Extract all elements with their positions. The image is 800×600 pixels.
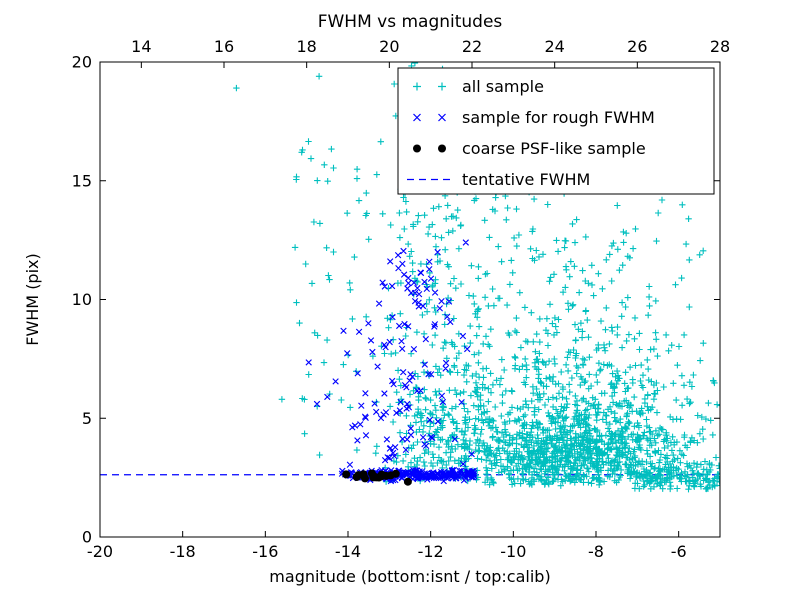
x-tick-label-bottom: -10 [500, 542, 526, 561]
legend-circle-marker [438, 144, 446, 153]
x-tick-label-bottom: -8 [588, 542, 604, 561]
x-tick-label-top: 16 [214, 37, 234, 56]
x-tick-label-top: 24 [544, 37, 564, 56]
scatter-point [342, 470, 351, 479]
legend-label: sample for rough FWHM [462, 108, 655, 127]
y-axis-label: FWHM (pix) [23, 253, 42, 346]
scatter-point [359, 470, 368, 479]
chart-title: FWHM vs magnitudes [318, 12, 503, 32]
x-tick-label-top: 26 [627, 37, 647, 56]
legend-label: all sample [462, 77, 544, 96]
legend-circle-marker [413, 144, 421, 153]
x-tick-label-bottom: -6 [671, 542, 687, 561]
scatter-points-layer [233, 62, 720, 493]
legend-box [397, 67, 715, 195]
y-tick-label: 5 [82, 409, 92, 428]
scatter-point [352, 473, 361, 481]
y-tick-label: 20 [72, 53, 92, 72]
x-tick-label-bottom: -20 [87, 542, 113, 561]
legend-label: coarse PSF-like sample [462, 139, 646, 158]
y-tick-label: 10 [72, 290, 92, 309]
x-tick-label-top: 18 [296, 37, 316, 56]
legend-plus-marker [413, 82, 446, 91]
axes-layer: -20 -18 -16 -14 -12 -10 -8 -6 14 16 18 20 22 24 26 28 0 5… [72, 37, 731, 561]
y-tick-label: 15 [72, 171, 92, 190]
legend-x-marker [413, 113, 446, 122]
x-tick-label-top: 28 [710, 37, 730, 56]
x-tick-label-top: 20 [379, 37, 399, 56]
scatter-point [369, 472, 378, 481]
x-tick-label-bottom: -12 [418, 542, 444, 561]
scatter-point [391, 469, 400, 478]
x-tick-label-bottom: -18 [170, 542, 196, 561]
x-tick-label-bottom: -16 [252, 542, 278, 561]
x-axis-label: magnitude (bottom:isnt / top:calib) [269, 567, 550, 586]
legend: all sample sample for rough FWHM coarse PS… [397, 67, 715, 195]
y-tick-label: 0 [82, 528, 92, 547]
x-tick-label-top: 14 [131, 37, 151, 56]
legend-label: tentative FWHM [462, 170, 590, 189]
series-coarse-PSF-like-sample [342, 469, 412, 486]
x-tick-label-top: 22 [462, 37, 482, 56]
x-tick-label-bottom: -14 [335, 542, 361, 561]
scatter-point [403, 477, 412, 486]
